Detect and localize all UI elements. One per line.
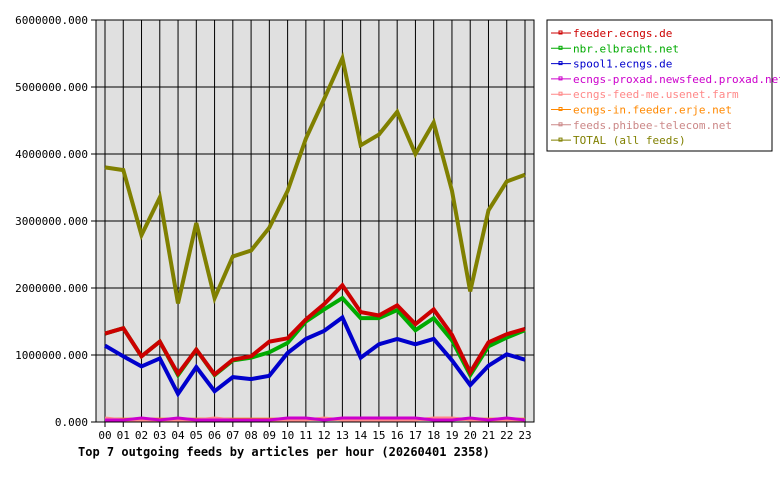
x-tick-label: 18: [427, 429, 440, 442]
x-axis: 00 01 02 03 04 05 06 07 08 09 10 11 12 13 14 15 16 17 18 19…: [98, 422, 532, 442]
x-tick-label: 10: [281, 429, 294, 442]
x-tick-label: 17: [409, 429, 422, 442]
x-tick-label: 22: [500, 429, 513, 442]
legend-entry: TOTAL (all feeds): [573, 134, 686, 147]
x-tick-label: 13: [336, 429, 349, 442]
x-tick-label: 03: [153, 429, 166, 442]
y-tick-label: 6000000.000: [15, 14, 88, 27]
x-tick-label: 21: [482, 429, 495, 442]
legend-entry: nbr.elbracht.net: [573, 42, 679, 55]
series-line: [104, 282, 526, 378]
legend-entry: ecngs-feed-me.usenet.farm: [573, 88, 739, 101]
x-tick-label: 20: [464, 429, 477, 442]
series-line: [103, 314, 526, 398]
x-tick-label: 08: [244, 429, 257, 442]
legend-entry: spool1.ecngs.de: [573, 58, 672, 71]
x-tick-label: 07: [226, 429, 239, 442]
x-tick-label: 05: [190, 429, 203, 442]
legend: feeder.ecngs.de nbr.elbracht.net spool1.ec…: [546, 19, 780, 152]
x-tick-label: 12: [318, 429, 331, 442]
legend-entry: ecngs-proxad.newsfeed.proxad.net: [573, 73, 780, 86]
y-tick-label: 4000000.000: [15, 148, 88, 161]
legend-entry: feeder.ecngs.de: [573, 27, 672, 40]
x-tick-label: 14: [354, 429, 368, 442]
y-tick-label: 0.000: [55, 416, 88, 429]
x-tick-label: 02: [135, 429, 148, 442]
x-tick-label: 09: [263, 429, 276, 442]
x-tick-label: 06: [208, 429, 221, 442]
x-tick-label: 00: [98, 429, 111, 442]
series-line: [105, 416, 526, 422]
y-axis: 0.000 1000000.000 2000000.000 3000000.000 40…: [15, 14, 96, 429]
y-tick-label: 5000000.000: [15, 81, 88, 94]
x-tick-label: 23: [518, 429, 531, 442]
x-tick-label: 15: [372, 429, 385, 442]
x-tick-label: 19: [445, 429, 458, 442]
series-lines: [103, 51, 526, 422]
legend-entry: feeds.phibee-telecom.net: [573, 119, 732, 132]
x-tick-label: 04: [171, 429, 185, 442]
series-line: [104, 51, 526, 305]
x-tick-label: 16: [391, 429, 404, 442]
y-tick-label: 2000000.000: [15, 282, 88, 295]
y-tick-label: 1000000.000: [15, 349, 88, 362]
x-tick-label: 11: [299, 429, 312, 442]
y-tick-label: 3000000.000: [15, 215, 88, 228]
legend-entry: ecngs-in.feeder.erje.net: [573, 104, 732, 117]
chart-title: Top 7 outgoing feeds by articles per hou…: [78, 445, 490, 459]
x-tick-label: 01: [117, 429, 130, 442]
